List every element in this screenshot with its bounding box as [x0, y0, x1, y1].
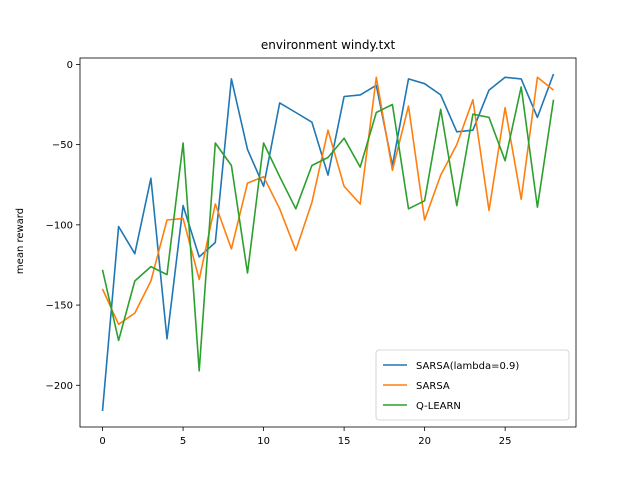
- legend-label-1: SARSA: [416, 381, 450, 392]
- legend: SARSA(lambda=0.9) SARSA Q-LEARN: [375, 349, 570, 421]
- plot-frame: [79, 57, 577, 428]
- x-tick-label: 15: [338, 436, 351, 447]
- y-tick-label: −150: [46, 301, 73, 312]
- series-line-1: [101, 76, 554, 326]
- x-tick-label: 10: [257, 436, 270, 447]
- series-line-2: [101, 86, 555, 372]
- y-tick-label: 0: [67, 60, 73, 71]
- chart-title: environment windy.txt: [261, 38, 396, 52]
- y-tick-label: −200: [46, 381, 73, 392]
- x-tick-label: 25: [499, 436, 512, 447]
- y-axis-label: mean reward: [15, 208, 26, 274]
- y-tick-label: −50: [52, 140, 73, 151]
- legend-label-2: Q-LEARN: [416, 401, 461, 412]
- legend-label-0: SARSA(lambda=0.9): [416, 361, 519, 372]
- y-tick-label: −100: [46, 220, 73, 231]
- x-tick-label: 0: [99, 436, 105, 447]
- x-tick-label: 20: [418, 436, 431, 447]
- series-layer: [101, 73, 555, 412]
- series-line-0: [101, 73, 555, 412]
- y-axis-ticks: 0 −50 −100 −150 −200: [46, 60, 80, 392]
- x-tick-label: 5: [180, 436, 186, 447]
- legend-box: [375, 349, 570, 421]
- x-axis-ticks: 0 5 10 15 20 25: [99, 427, 512, 447]
